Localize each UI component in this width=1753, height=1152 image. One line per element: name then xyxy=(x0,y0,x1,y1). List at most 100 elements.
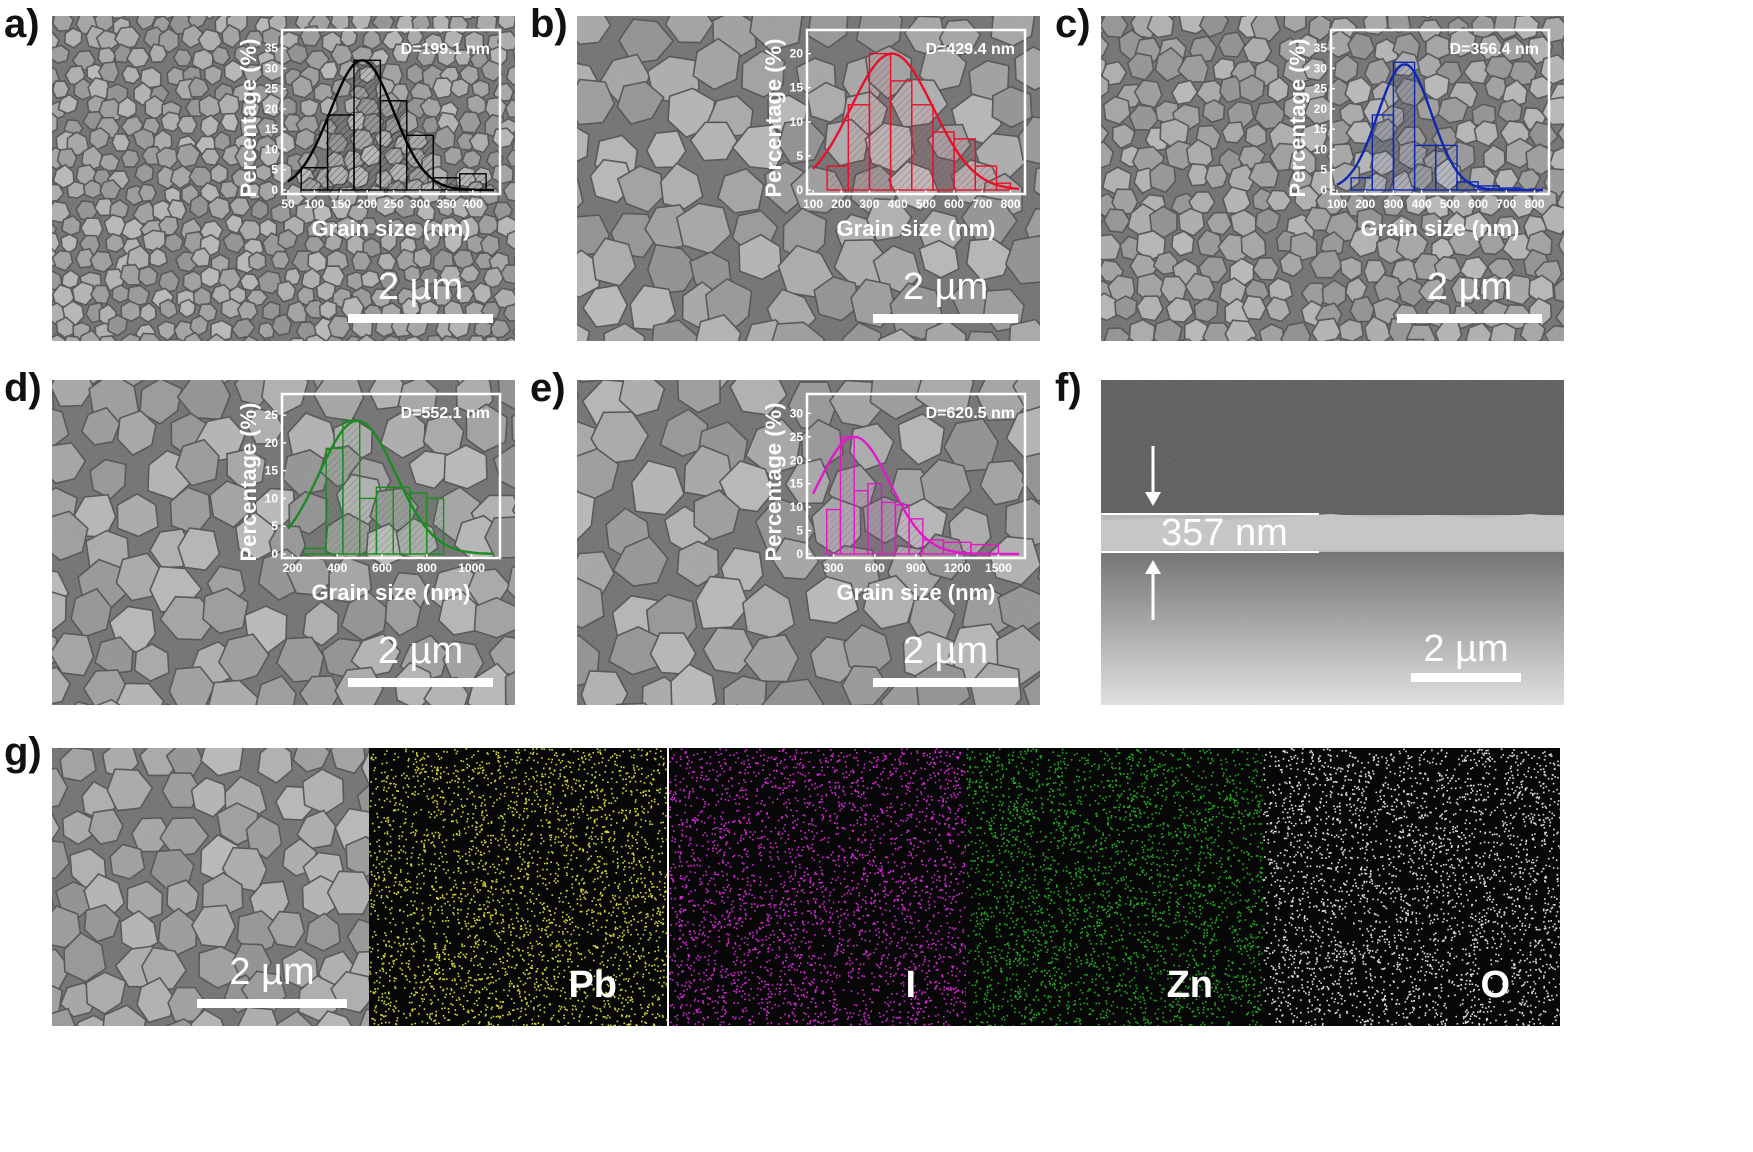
eds-map-zn: Zn xyxy=(966,748,1263,1026)
histogram-bar xyxy=(409,492,428,555)
histogram-bar xyxy=(825,508,842,555)
grain-size-histogram-d: 200 400 600 800 1000 0 5 10 15 20 25 Grain size (nm… xyxy=(52,380,515,705)
scale-bar-b: 2 µm xyxy=(873,266,1018,328)
gaussian-fit-curve xyxy=(811,435,1019,556)
gaussian-fit-curve xyxy=(287,419,495,555)
scale-bar-label-e: 2 µm xyxy=(902,630,989,672)
y-tick-label: 25 xyxy=(790,430,804,444)
x-tick-label: 700 xyxy=(972,197,992,211)
mean-diameter-label: D=429.4 nm xyxy=(926,41,1015,58)
histogram-bar xyxy=(1371,114,1395,191)
y-tick-label: 10 xyxy=(265,142,279,156)
mean-diameter-label: D=552.1 nm xyxy=(401,405,490,422)
cross-section-image: 357 nm 2 µm xyxy=(1101,380,1564,705)
y-tick-label: 20 xyxy=(790,47,804,61)
histogram-bar xyxy=(379,100,408,191)
eds-map-i: I xyxy=(669,748,966,1026)
eds-speckle xyxy=(1263,748,1560,1026)
panel-label-a: a) xyxy=(4,2,40,46)
x-axis-label: Grain size (nm) xyxy=(312,216,471,241)
histogram-bar xyxy=(974,165,998,191)
x-tick-label: 600 xyxy=(372,561,392,575)
x-axis-label: Grain size (nm) xyxy=(837,580,996,605)
histogram-bar xyxy=(847,104,871,191)
mean-diameter-label: D=356.4 nm xyxy=(1450,41,1539,58)
x-tick-label: 300 xyxy=(1383,197,1403,211)
mean-diameter-label: D=620.5 nm xyxy=(926,405,1015,422)
y-tick-label: 0 xyxy=(271,183,278,197)
histogram-bar xyxy=(953,138,977,191)
sem-micrograph xyxy=(52,16,515,341)
eds-map-o: O xyxy=(1263,748,1560,1026)
element-label-i: I xyxy=(905,964,916,1006)
y-tick-label: 5 xyxy=(1320,163,1327,177)
histogram-bar xyxy=(908,518,924,555)
histogram-bar xyxy=(867,482,883,555)
x-tick-label: 800 xyxy=(1001,197,1021,211)
sem-image-e: 300 600 900 1200 1500 0 5 10 15 20 25 30 Grain size … xyxy=(577,380,1040,705)
sem-image-a: 50 100 150 200 250 300 350 400 0 5 10 15 20 25 30 35 Gra… xyxy=(52,16,515,341)
histogram-bar xyxy=(839,436,855,555)
eds-speckle xyxy=(369,748,667,1026)
y-tick-label: 25 xyxy=(1314,82,1328,96)
panel-label-g: g) xyxy=(4,730,42,774)
scale-bar-line-d xyxy=(348,678,493,687)
histogram-bar xyxy=(1392,61,1416,191)
histogram-bar xyxy=(853,489,869,555)
element-label-o: O xyxy=(1480,964,1510,1006)
histogram-bar xyxy=(326,114,355,191)
panel-label-d: d) xyxy=(4,366,42,410)
x-axis-label: Grain size (nm) xyxy=(1361,216,1520,241)
x-tick-label: 400 xyxy=(888,197,908,211)
x-tick-label: 200 xyxy=(831,197,851,211)
y-tick-label: 20 xyxy=(265,102,279,116)
scale-bar-line-f xyxy=(1411,673,1521,682)
thickness-label: 357 nm xyxy=(1161,512,1288,554)
x-tick-label: 1500 xyxy=(985,561,1012,575)
y-tick-label: 35 xyxy=(1314,41,1328,55)
x-tick-label: 400 xyxy=(463,197,483,211)
x-tick-label: 900 xyxy=(906,561,926,575)
x-tick-label: 500 xyxy=(1440,197,1460,211)
y-tick-label: 15 xyxy=(1314,122,1328,136)
y-tick-label: 10 xyxy=(1314,142,1328,156)
y-tick-label: 30 xyxy=(265,61,279,75)
y-tick-label: 0 xyxy=(1320,183,1327,197)
x-tick-label: 150 xyxy=(331,197,351,211)
y-tick-label: 10 xyxy=(265,491,279,505)
histogram-frame xyxy=(280,392,502,560)
x-tick-label: 1000 xyxy=(458,561,485,575)
scale-bar-label-d: 2 µm xyxy=(377,630,464,672)
histogram-bar xyxy=(1350,177,1374,191)
y-axis-label: Percentage (%) xyxy=(236,39,261,198)
histogram-bar xyxy=(375,486,394,555)
histogram-bar xyxy=(894,504,910,555)
histogram-frame xyxy=(1329,28,1551,196)
eds-speckle xyxy=(669,748,966,1026)
x-tick-label: 100 xyxy=(803,197,823,211)
sem-micrograph xyxy=(52,748,369,1026)
grain-size-histogram-c: 100 200 300 400 500 600 700 800 0 5 10 15 20 25 30 35 Gr… xyxy=(1101,16,1564,341)
histogram-bar xyxy=(302,547,327,555)
histogram-bar xyxy=(881,501,897,555)
panel-label-f: f) xyxy=(1055,366,1082,410)
sem-image-g: 2 µm xyxy=(52,748,369,1026)
eds-speckle xyxy=(966,748,1263,1026)
histogram-frame xyxy=(280,28,502,196)
scale-bar-line-a xyxy=(348,314,493,323)
x-tick-label: 200 xyxy=(1355,197,1375,211)
y-tick-label: 15 xyxy=(265,122,279,136)
scale-bar-line-c xyxy=(1397,314,1542,323)
x-tick-label: 250 xyxy=(384,197,404,211)
x-tick-label: 100 xyxy=(304,197,324,211)
panel-label-e: e) xyxy=(530,366,566,410)
x-tick-label: 800 xyxy=(417,561,437,575)
histogram-bar xyxy=(1413,144,1437,191)
y-tick-label: 25 xyxy=(265,408,279,422)
eds-map-pb: Pb xyxy=(369,748,667,1026)
x-tick-label: 200 xyxy=(282,561,302,575)
x-tick-label: 400 xyxy=(1412,197,1432,211)
histogram-bar xyxy=(300,166,329,191)
scale-bar-label-g: 2 µm xyxy=(229,951,315,993)
x-tick-label: 500 xyxy=(916,197,936,211)
